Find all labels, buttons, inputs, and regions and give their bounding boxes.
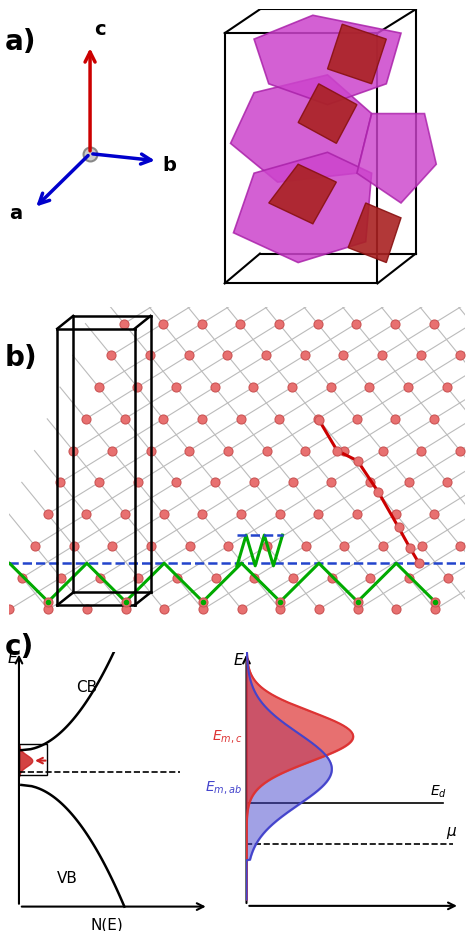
Text: VB: VB	[57, 871, 78, 886]
Text: CB: CB	[76, 681, 97, 695]
Polygon shape	[230, 74, 372, 182]
Text: $E_{m,c}$: $E_{m,c}$	[212, 728, 242, 745]
Text: $E_d$: $E_d$	[430, 783, 447, 800]
Text: N(E): N(E)	[90, 918, 123, 931]
Polygon shape	[348, 203, 401, 263]
Text: $E_{m,ab}$: $E_{m,ab}$	[205, 778, 242, 796]
Polygon shape	[328, 24, 386, 84]
Text: b): b)	[5, 344, 37, 372]
Text: a): a)	[5, 28, 36, 56]
Text: b: b	[162, 155, 176, 175]
Polygon shape	[254, 15, 401, 104]
Bar	[19, 745, 47, 775]
Text: a: a	[9, 204, 22, 223]
Text: E: E	[7, 652, 17, 667]
Polygon shape	[269, 164, 337, 223]
Text: c: c	[94, 20, 106, 39]
Polygon shape	[357, 114, 436, 203]
Polygon shape	[298, 84, 357, 143]
Polygon shape	[234, 153, 372, 263]
Text: c): c)	[5, 633, 34, 661]
Text: E: E	[234, 653, 243, 668]
Text: $\mu$: $\mu$	[447, 825, 458, 841]
